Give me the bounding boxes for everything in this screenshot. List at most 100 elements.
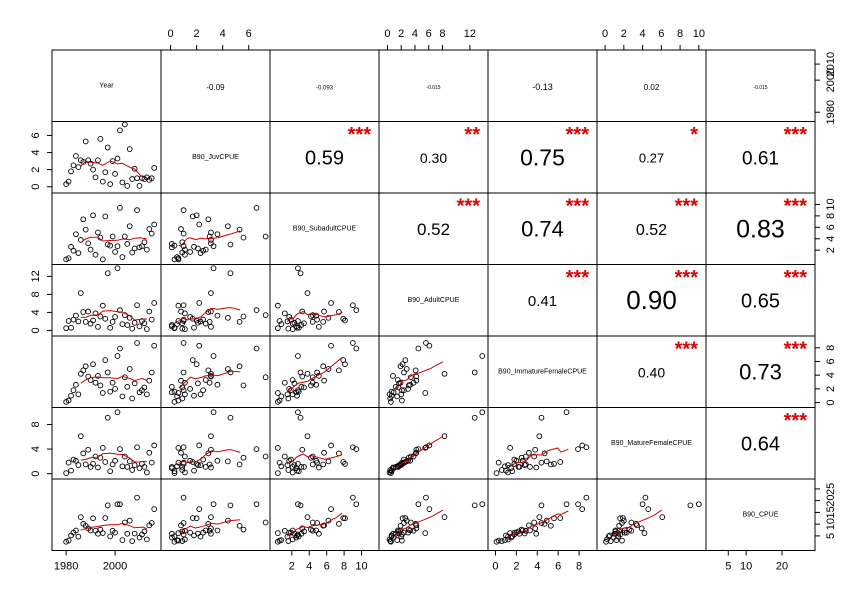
data-point [179, 320, 186, 327]
data-point [180, 207, 187, 214]
tick-label: 8 [825, 345, 837, 351]
data-point [134, 494, 140, 501]
data-point [298, 383, 305, 390]
data-point [289, 377, 296, 383]
data-point [295, 460, 301, 467]
data-point [422, 390, 429, 396]
data-point [97, 136, 104, 142]
tick-label: 0 [492, 560, 498, 572]
data-point [617, 531, 623, 538]
tick-label: 12 [464, 28, 476, 40]
data-point [405, 526, 412, 533]
data-point [441, 433, 448, 440]
data-point [289, 536, 296, 543]
data-point [112, 386, 118, 392]
data-point [289, 391, 296, 398]
smoother-line [394, 361, 444, 389]
data-point [297, 502, 304, 509]
data-point [309, 319, 316, 325]
data-point [124, 322, 131, 328]
data-point [174, 254, 180, 260]
tick-label: 15 [825, 506, 837, 518]
data-point [92, 310, 99, 317]
correlation-value: 0.75 [520, 144, 565, 170]
data-point [495, 459, 502, 466]
data-point [386, 391, 393, 398]
data-point [403, 458, 410, 465]
data-point [415, 501, 422, 508]
significance-stars: *** [784, 124, 808, 146]
data-point [129, 325, 136, 332]
data-point [73, 457, 79, 464]
data-point [619, 537, 625, 544]
data-point [262, 519, 269, 526]
data-point [336, 521, 342, 527]
data-point [65, 537, 72, 544]
data-point [208, 446, 214, 453]
data-point [557, 515, 564, 521]
data-point [180, 340, 187, 346]
data-point [77, 433, 84, 440]
data-point [63, 470, 69, 476]
data-point [240, 454, 247, 461]
tick-label: 6 [555, 560, 561, 572]
data-point [210, 409, 217, 416]
data-point [301, 464, 307, 470]
correlation-value: -0.093 [316, 85, 334, 91]
data-point [422, 530, 429, 536]
data-point [146, 226, 153, 232]
smoother-line [286, 512, 343, 537]
data-point [114, 353, 121, 359]
data-point [70, 247, 77, 254]
data-point [85, 308, 92, 315]
tick-label: 0 [825, 400, 837, 406]
data-point [129, 467, 136, 473]
tick-label: 2 [289, 560, 295, 572]
data-point [336, 367, 342, 374]
data-point [134, 444, 140, 451]
smoother-line [178, 307, 241, 322]
data-point [536, 514, 543, 520]
data-point [117, 127, 123, 134]
data-point [75, 391, 82, 398]
tick-label: 2 [194, 28, 200, 40]
data-point [169, 323, 175, 330]
data-point [68, 168, 74, 175]
data-point [349, 444, 356, 451]
data-point [399, 531, 405, 538]
panel-frame [160, 478, 271, 551]
data-point [295, 501, 301, 508]
data-point [151, 442, 158, 449]
data-point [187, 529, 193, 536]
data-point [187, 457, 193, 464]
data-point [131, 245, 138, 252]
data-point [65, 459, 72, 466]
data-point [278, 463, 285, 470]
data-point [151, 221, 158, 228]
data-point [148, 316, 155, 323]
smoother-line [394, 509, 444, 536]
data-point [289, 469, 296, 476]
data-point [299, 446, 306, 453]
data-point [328, 442, 334, 449]
data-point [73, 527, 79, 534]
data-point [236, 226, 243, 233]
data-point [107, 533, 114, 540]
data-point [141, 528, 148, 535]
data-point [195, 380, 201, 387]
tick-label: 4 [412, 28, 418, 40]
data-point [278, 321, 285, 327]
tick-label: 6 [825, 224, 837, 230]
data-point [68, 467, 74, 474]
data-point [387, 395, 394, 402]
data-point [129, 249, 136, 256]
data-point [548, 522, 554, 529]
data-point [353, 307, 360, 314]
correlation-value: 0.27 [639, 151, 664, 166]
data-point [107, 242, 114, 249]
data-point [114, 409, 121, 416]
panel-frame [705, 478, 816, 551]
data-point [399, 387, 405, 394]
tick-label: 8 [677, 28, 683, 40]
